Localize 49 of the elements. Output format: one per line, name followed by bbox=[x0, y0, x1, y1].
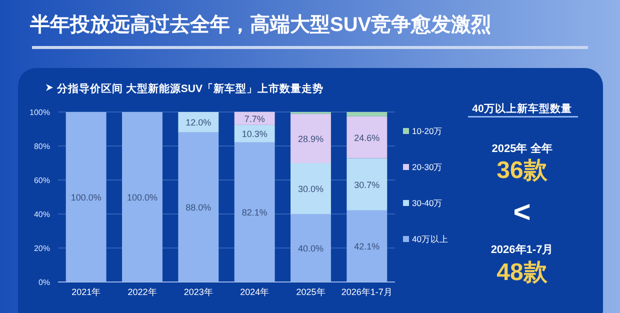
x-tick-label: 2022年 bbox=[128, 287, 157, 297]
chart-title: 半年投放远高过去全年，高端大型SUV竞争愈发激烈 bbox=[29, 13, 492, 36]
y-tick-label: 80% bbox=[34, 142, 50, 151]
x-tick-label: 2024年 bbox=[240, 287, 270, 297]
text: < bbox=[513, 196, 531, 229]
bar bbox=[290, 114, 331, 163]
bar bbox=[346, 158, 388, 210]
text: 2026年1-7月 bbox=[490, 243, 554, 256]
bar bbox=[178, 132, 219, 282]
bar bbox=[346, 210, 388, 282]
text: 48款 bbox=[496, 259, 548, 286]
bar bbox=[290, 214, 331, 282]
bar bbox=[178, 112, 219, 132]
bar bbox=[290, 163, 331, 214]
data-label: 42.1% bbox=[354, 242, 380, 252]
data-label: 10.3% bbox=[242, 129, 268, 140]
data-label: 100.0% bbox=[70, 192, 102, 202]
bar bbox=[346, 112, 388, 116]
legend-label: 40万以上 bbox=[412, 234, 448, 244]
data-label: 30.7% bbox=[354, 180, 380, 190]
x-tick-label: 2021年 bbox=[72, 287, 101, 297]
bar bbox=[346, 116, 388, 158]
y-tick-label: 40% bbox=[34, 210, 50, 219]
data-label: 88.0% bbox=[186, 202, 212, 213]
data-label: 40.0% bbox=[298, 244, 324, 254]
data-label: 28.9% bbox=[298, 134, 324, 144]
legend-label: 20-30万 bbox=[412, 162, 443, 172]
data-label: 24.6% bbox=[354, 132, 380, 143]
text: 40万以上新车型数量 bbox=[472, 102, 572, 115]
bar bbox=[234, 142, 275, 282]
data-label: 7.7% bbox=[244, 114, 265, 124]
bar bbox=[66, 112, 106, 282]
x-tick-label: 2023年 bbox=[184, 287, 213, 297]
y-tick-label: 100% bbox=[30, 108, 50, 117]
x-tick-label: 2026年1-7月 bbox=[341, 287, 392, 297]
bar bbox=[122, 112, 162, 282]
legend-label: 10-20万 bbox=[412, 126, 443, 136]
legend-label: 30-40万 bbox=[412, 198, 443, 208]
x-tick-label: 2025年 bbox=[296, 287, 326, 297]
data-label: 12.0% bbox=[186, 118, 212, 128]
y-tick-label: 0% bbox=[38, 278, 50, 287]
data-label: 82.1% bbox=[242, 208, 268, 218]
y-tick-label: 60% bbox=[34, 176, 50, 185]
text: 2025年 全年 bbox=[492, 142, 552, 155]
y-tick-label: 20% bbox=[34, 244, 50, 253]
chart-subtitle: 分指导价区间 大型新能源SUV「新车型」上市数量走势 bbox=[56, 82, 324, 95]
data-label: 100.0% bbox=[126, 192, 158, 202]
text: 36款 bbox=[496, 157, 548, 184]
data-label: 30.0% bbox=[298, 184, 324, 194]
